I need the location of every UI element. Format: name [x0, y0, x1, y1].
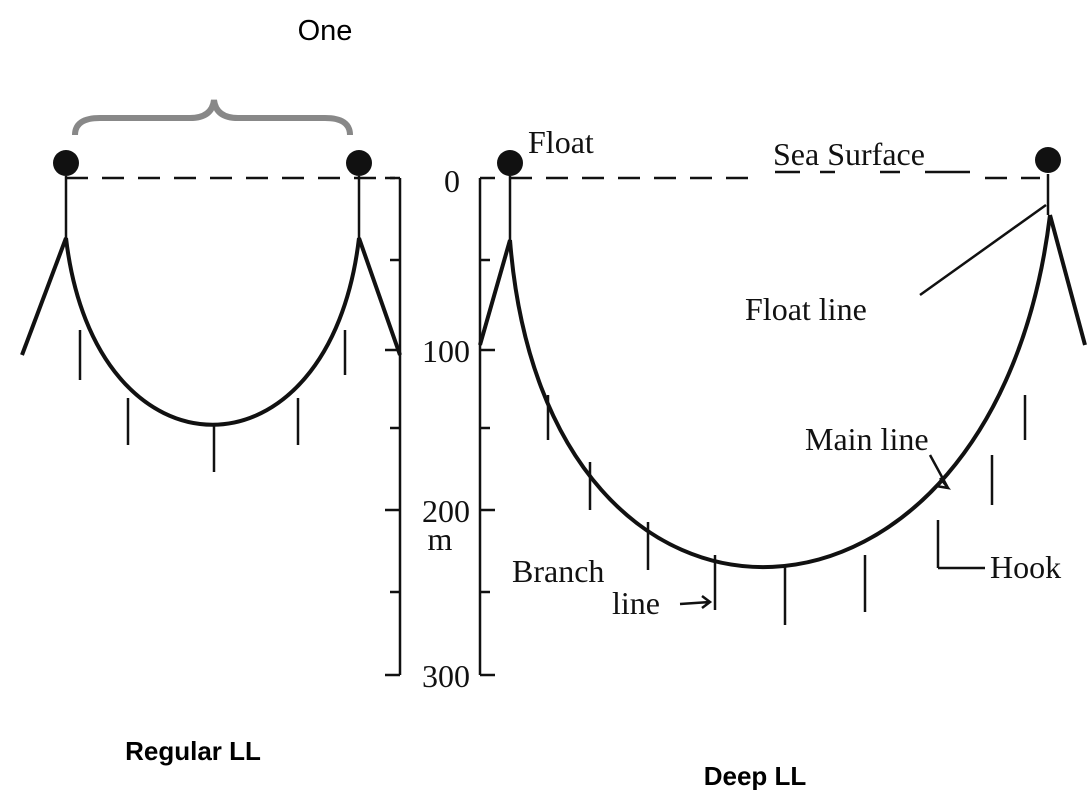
depth-label: 100 — [422, 333, 470, 369]
hook-label: Hook — [990, 549, 1061, 585]
float-label: Float — [528, 124, 594, 160]
deep-longline — [478, 147, 1087, 625]
title: One — [298, 15, 353, 47]
regular-longline — [20, 150, 402, 472]
depth-label: 0 — [444, 163, 460, 199]
branch-line-label: Branch — [512, 553, 604, 589]
branch-line-label: line — [612, 585, 660, 621]
sea-surface-label: Sea Surface — [773, 136, 925, 172]
depth-label: 200 — [422, 493, 470, 529]
depth-label: 300 — [422, 658, 470, 694]
depth-unit: m — [428, 521, 453, 557]
main-line-label: Main line — [805, 421, 929, 457]
caption: Regular LL — [125, 736, 261, 766]
brace — [72, 99, 353, 136]
depth-scale — [385, 176, 495, 677]
float-line-label: Float line — [745, 291, 867, 327]
caption: Deep LL — [704, 761, 807, 790]
